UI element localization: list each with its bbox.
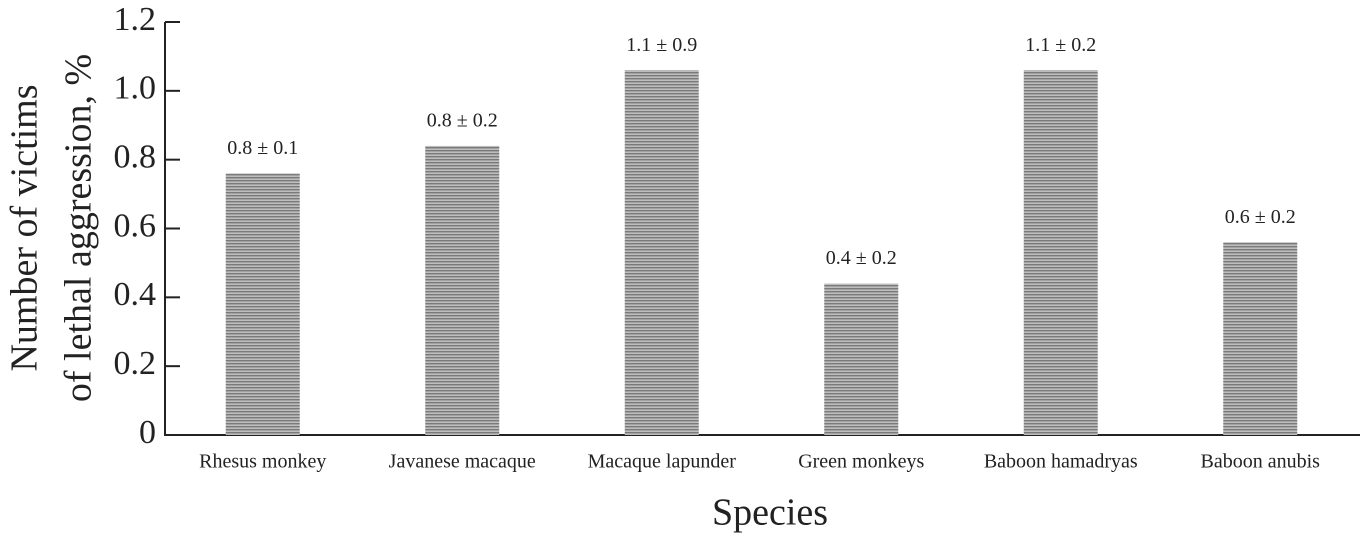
y-tick-label: 1.0 [114, 70, 157, 107]
value-label: 1.1 ± 0.2 [1025, 34, 1096, 56]
bar [1023, 70, 1098, 435]
value-label: 0.8 ± 0.2 [427, 109, 498, 131]
y-tick-label: 0.6 [114, 207, 157, 244]
y-tick-label: 0.2 [114, 345, 157, 382]
x-axis-label: Species [712, 492, 828, 534]
value-label: 0.4 ± 0.2 [826, 247, 897, 269]
bar [425, 145, 500, 435]
x-tick-label: Rhesus monkey [199, 451, 326, 473]
x-tick-label: Green monkeys [798, 451, 924, 473]
bar [624, 70, 699, 435]
y-axis-label: of lethal aggression, % [58, 54, 100, 402]
bar [225, 173, 300, 435]
value-label: 0.6 ± 0.2 [1225, 206, 1296, 228]
bar [824, 283, 899, 435]
y-tick-label: 0.8 [114, 138, 157, 175]
y-tick-label: 0.4 [114, 276, 157, 313]
x-tick-label: Baboon anubis [1201, 451, 1321, 473]
y-axis-label: Number of victims [4, 84, 46, 371]
value-label: 1.1 ± 0.9 [626, 34, 697, 56]
x-tick-label: Macaque lapunder [588, 451, 737, 473]
y-tick-label: 1.2 [114, 1, 157, 38]
x-tick-label: Javanese macaque [389, 451, 536, 473]
y-tick-label: 0 [139, 414, 156, 451]
bar [1223, 242, 1298, 435]
value-label: 0.8 ± 0.1 [227, 137, 298, 159]
x-tick-label: Baboon hamadryas [984, 451, 1138, 473]
